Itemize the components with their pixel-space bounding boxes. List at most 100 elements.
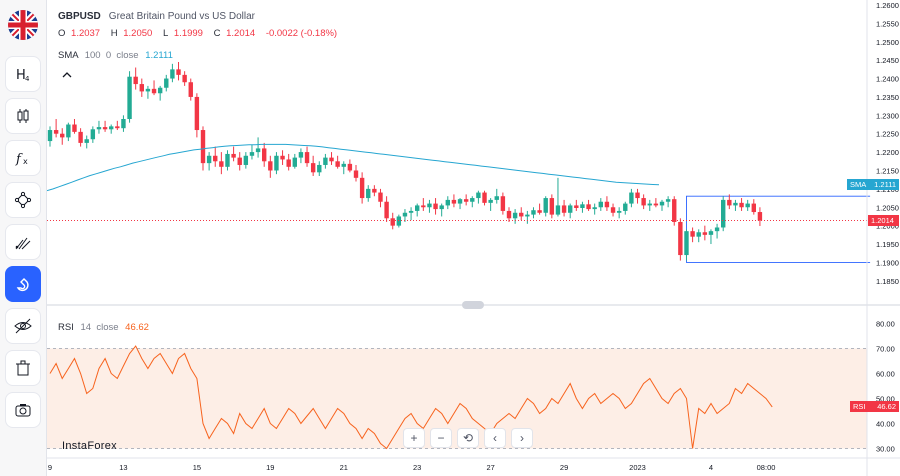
price-tick-label: 1.2000 (876, 222, 899, 231)
candle-body (488, 199, 493, 203)
eye-off-icon (14, 318, 32, 334)
candle-body (708, 231, 714, 235)
sma-badge-value: 1.2111 (874, 180, 896, 190)
scroll-forward-button[interactable]: › (511, 428, 533, 448)
zoom-out-button[interactable]: − (430, 428, 452, 448)
price-tick-label: 1.2550 (876, 19, 899, 28)
rsi-axis[interactable]: 80.00 70.00 60.00 50.00 40.00 30.00 (876, 320, 895, 454)
high-value: 1.2050 (123, 28, 153, 39)
candle-body (157, 87, 163, 94)
candle-body (500, 196, 506, 211)
candle-body (623, 203, 628, 211)
candle-body (653, 203, 659, 206)
candle-body (647, 203, 652, 206)
rsi-badge-value: 46.62 (877, 402, 896, 412)
pane-resize-handle[interactable] (462, 301, 484, 309)
candle-body (213, 155, 218, 162)
candle-body (580, 204, 585, 208)
time-tick-label: 13 (119, 463, 127, 472)
chart-type-button[interactable] (5, 98, 41, 134)
low-label: L (162, 28, 169, 39)
candle-body (90, 129, 96, 140)
candle-body (543, 198, 548, 213)
candle-body (408, 210, 414, 213)
rsi-tick-label: 30.00 (876, 445, 895, 454)
uk-flag-icon[interactable] (8, 10, 38, 40)
candle-body (72, 124, 77, 132)
candle-body (421, 205, 426, 208)
rsi-legend[interactable]: RSI 14 close 46.62 (58, 322, 149, 333)
rsi-tick-label: 50.00 (876, 395, 895, 404)
reset-chart-button[interactable]: ⟲ (457, 428, 479, 448)
collapse-legend-button[interactable] (61, 70, 77, 84)
candle-body (525, 214, 530, 217)
hide-drawings-button[interactable] (5, 308, 41, 344)
change-value: -0.0022 (-0.18%) (265, 28, 338, 39)
price-tick-label: 1.2500 (876, 38, 899, 47)
candle-body (359, 177, 365, 199)
screenshot-button[interactable] (5, 392, 41, 428)
candle-body (561, 205, 567, 213)
candle-body (102, 127, 108, 130)
candle-body (378, 192, 383, 202)
candle-body (194, 96, 200, 131)
rsi-tick-label: 60.00 (876, 370, 895, 379)
trend-tool-button[interactable] (5, 224, 41, 260)
candle-body (482, 192, 487, 203)
candle-body (506, 210, 512, 219)
price-axis[interactable]: 1.2600 1.2550 1.2500 1.2450 1.2400 1.2350 1.23… (876, 1, 899, 286)
candle-body (292, 157, 297, 167)
symbol-name[interactable]: GBPUSD (58, 11, 101, 22)
rsi-band-lines (47, 348, 867, 449)
ohlc-legend: O 1.2037 H 1.2050 L 1.1999 C 1.2014 -0.0… (58, 28, 340, 39)
candle-body (684, 231, 689, 256)
candle-body (121, 119, 126, 129)
trash-icon (16, 360, 30, 376)
candle-body (262, 148, 267, 162)
time-tick-label: 15 (193, 463, 201, 472)
candle-body (372, 188, 377, 193)
candle-body (274, 155, 279, 171)
magnet-button[interactable] (5, 266, 41, 302)
chart-area[interactable]: 1.2600 1.2550 1.2500 1.2450 1.2400 1.2350 1.23… (47, 0, 900, 476)
candles (47, 62, 763, 261)
candle-body (310, 163, 316, 173)
rsi-badge-label: RSI (853, 402, 866, 412)
candle-body (629, 192, 634, 204)
zoom-in-button[interactable]: + (403, 428, 425, 448)
candle-body (78, 131, 83, 143)
candle-body (286, 159, 291, 167)
rsi-params: 14 close (80, 322, 119, 333)
candle-body (757, 212, 763, 221)
candle-body (115, 126, 120, 129)
candle-body (323, 157, 328, 165)
time-tick-label: 19 (266, 463, 274, 472)
candle-body (219, 161, 224, 167)
sma-legend[interactable]: SMA 100 0 close 1.2111 (58, 50, 173, 61)
candle-body (237, 157, 242, 165)
candle-body (574, 205, 579, 208)
time-tick-label: 08:00 (757, 463, 776, 472)
open-value: 1.2037 (71, 28, 101, 39)
candle-body (451, 199, 457, 204)
candle-body (433, 203, 438, 210)
candle-body (714, 227, 720, 232)
candle-body (439, 205, 444, 210)
drawing-tool-button[interactable] (5, 182, 41, 218)
time-axis[interactable]: 9 13 15 19 21 23 27 29 2023 4 08:00 (48, 463, 776, 472)
candle-body (457, 199, 463, 204)
candle-body (139, 84, 144, 92)
close-label: C (213, 28, 221, 39)
magnet-icon (16, 278, 29, 292)
remove-drawings-button[interactable] (5, 350, 41, 386)
scroll-back-button[interactable]: ‹ (484, 428, 506, 448)
time-tick-label: 23 (413, 463, 421, 472)
symbol-legend: GBPUSD Great Britain Pound vs US Dollar (58, 11, 255, 22)
candle-body (182, 74, 187, 83)
svg-text:H: H (16, 68, 26, 83)
price-tick-label: 1.2400 (876, 75, 899, 84)
range-box-outline (686, 195, 871, 263)
rsi-value: 46.62 (125, 322, 149, 333)
